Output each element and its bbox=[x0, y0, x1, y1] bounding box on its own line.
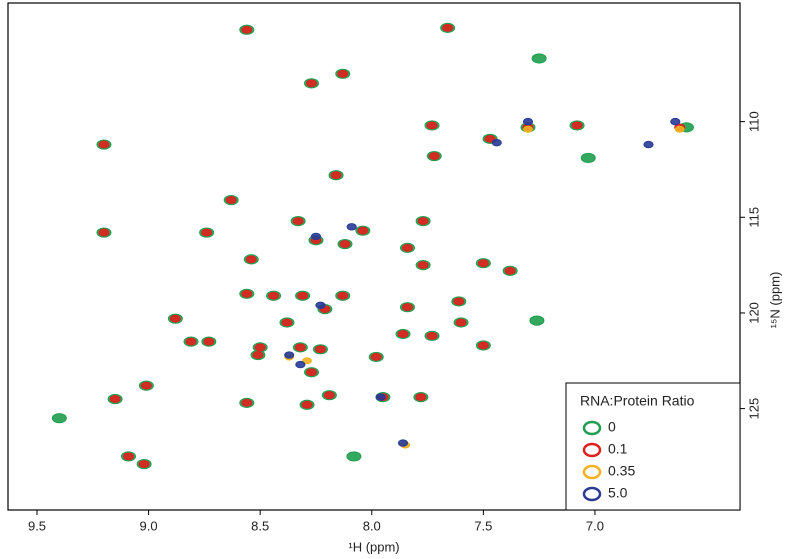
y-tick-label: 115 bbox=[746, 207, 761, 228]
peak bbox=[138, 460, 150, 468]
peak bbox=[323, 391, 335, 400]
peak bbox=[529, 315, 545, 326]
peak bbox=[330, 171, 342, 180]
legend-label: 5.0 bbox=[608, 485, 628, 501]
legend-marker bbox=[582, 442, 602, 458]
peak bbox=[477, 341, 489, 350]
peak bbox=[401, 243, 413, 252]
peak bbox=[339, 240, 351, 248]
y-tick-label: 110 bbox=[746, 111, 761, 132]
legend-label: 0 bbox=[608, 419, 616, 435]
peak bbox=[415, 393, 427, 402]
peak bbox=[453, 297, 465, 306]
legend-marker bbox=[582, 464, 602, 480]
plot-frame bbox=[7, 2, 741, 511]
peak bbox=[397, 439, 409, 447]
peak bbox=[51, 413, 67, 424]
legend-title: RNA:Protein Ratio bbox=[580, 393, 695, 409]
x-tick-label: 7.0 bbox=[586, 518, 604, 533]
peak bbox=[252, 351, 264, 359]
peak bbox=[241, 25, 253, 34]
peak bbox=[98, 140, 110, 149]
y-tick-label: 120 bbox=[746, 302, 761, 324]
peak bbox=[484, 134, 496, 143]
peak bbox=[426, 121, 438, 130]
peak bbox=[297, 291, 309, 300]
peak bbox=[225, 196, 237, 204]
peak bbox=[268, 291, 280, 300]
peak bbox=[522, 117, 534, 126]
x-tick-label: 8.0 bbox=[363, 518, 381, 533]
peak bbox=[670, 117, 681, 126]
peak bbox=[580, 152, 596, 164]
y-tick-label: 125 bbox=[746, 398, 761, 420]
legend-label: 0.1 bbox=[608, 441, 628, 457]
peak bbox=[674, 125, 685, 133]
legend-marker bbox=[582, 486, 602, 502]
peak bbox=[375, 393, 386, 401]
peak bbox=[357, 226, 369, 235]
peak bbox=[417, 217, 429, 226]
peak bbox=[140, 381, 152, 390]
peak bbox=[123, 452, 135, 461]
peak bbox=[254, 343, 266, 352]
peak bbox=[245, 255, 257, 264]
peak bbox=[169, 314, 181, 323]
peak bbox=[292, 217, 304, 226]
peak bbox=[370, 353, 382, 361]
peak bbox=[310, 232, 322, 241]
peak bbox=[417, 261, 429, 270]
x-tick-label: 9.5 bbox=[28, 518, 46, 533]
peak bbox=[346, 223, 357, 231]
peak bbox=[643, 140, 654, 149]
peak bbox=[531, 53, 547, 64]
legend-label: 0.35 bbox=[608, 463, 635, 479]
peak bbox=[337, 69, 349, 78]
peak bbox=[294, 343, 306, 352]
peak bbox=[203, 337, 215, 346]
peak bbox=[504, 266, 516, 275]
peak bbox=[314, 345, 326, 354]
peak bbox=[455, 318, 467, 327]
legend-marker bbox=[582, 420, 602, 436]
x-tick-label: 8.5 bbox=[251, 518, 269, 533]
x-tick-label: 9.0 bbox=[140, 518, 158, 533]
peak bbox=[306, 79, 318, 88]
peak bbox=[284, 351, 295, 359]
peak bbox=[109, 395, 121, 403]
peak bbox=[302, 357, 312, 365]
peak bbox=[477, 259, 489, 268]
peak bbox=[281, 318, 293, 327]
peak bbox=[241, 289, 253, 298]
peak bbox=[397, 330, 409, 338]
peak bbox=[491, 138, 502, 147]
peak bbox=[315, 301, 326, 309]
y-axis-label: ¹⁵N (ppm) bbox=[767, 272, 782, 329]
peak bbox=[301, 400, 313, 409]
peak bbox=[306, 368, 318, 377]
peak bbox=[201, 228, 213, 237]
peak bbox=[428, 152, 440, 160]
peak bbox=[346, 451, 362, 462]
peak bbox=[185, 337, 197, 346]
peak bbox=[241, 398, 253, 407]
peak bbox=[523, 125, 533, 133]
peak bbox=[571, 121, 583, 130]
peak bbox=[401, 303, 413, 312]
x-tick-label: 7.5 bbox=[474, 518, 492, 533]
peak bbox=[426, 331, 438, 340]
peak bbox=[295, 360, 306, 369]
x-axis-label: ¹H (ppm) bbox=[348, 539, 399, 554]
peak bbox=[337, 291, 349, 300]
peak bbox=[442, 23, 454, 32]
peak bbox=[98, 228, 110, 237]
